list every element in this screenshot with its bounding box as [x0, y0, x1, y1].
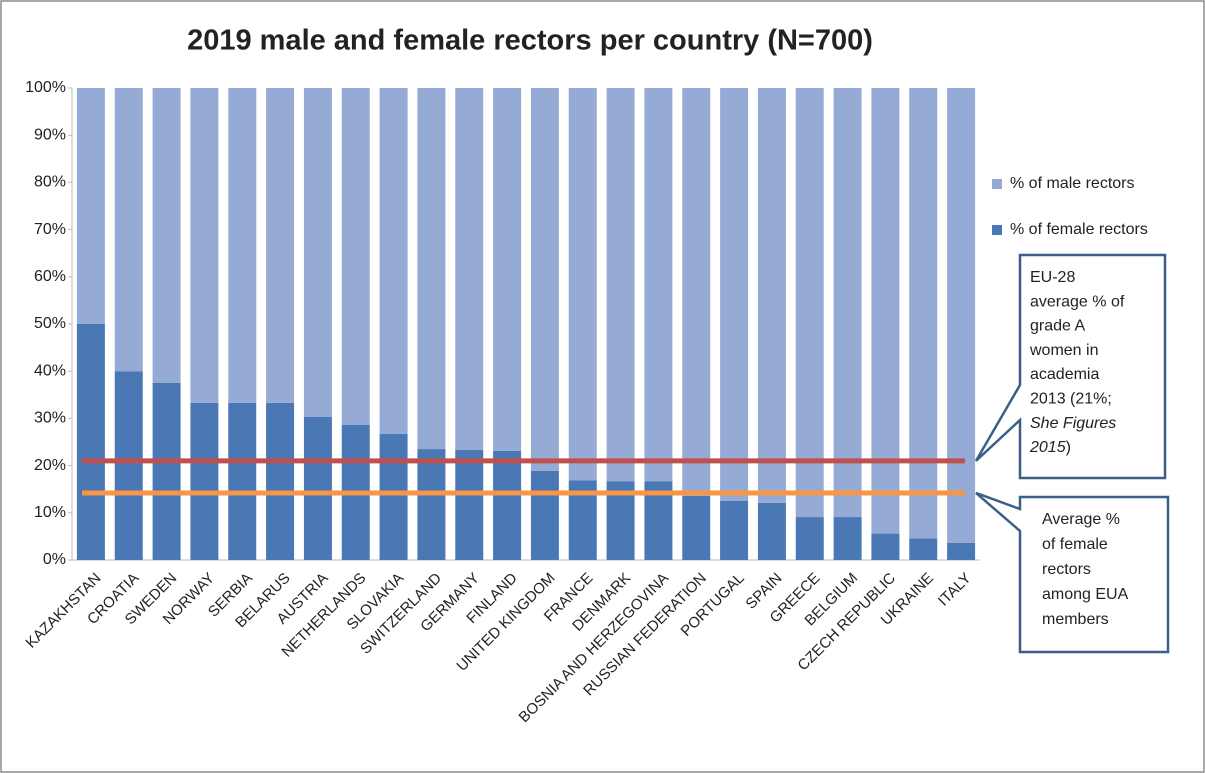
- bar-segment: [644, 88, 673, 482]
- callout-box: [975, 491, 1170, 654]
- annotation-text: women in: [1029, 342, 1098, 359]
- y-tick-label: 20%: [34, 457, 66, 474]
- bar-segment: [947, 88, 976, 544]
- bar-segment: [682, 495, 711, 560]
- bar-segment: [720, 88, 749, 501]
- bar-segment: [266, 88, 295, 403]
- bar-segment: [152, 88, 181, 383]
- annotation-text: She Figures: [1030, 415, 1116, 432]
- annotation-text: members: [1042, 611, 1109, 628]
- y-tick-label: 70%: [34, 221, 66, 238]
- bar-segment: [720, 501, 749, 560]
- bar-segment: [341, 88, 370, 426]
- annotation-segment: among EUA: [1042, 586, 1129, 603]
- bar-segment: [455, 450, 484, 560]
- callout-box: [974, 253, 1167, 480]
- annotation-segment: Average %: [1042, 511, 1120, 528]
- bar-segment: [76, 88, 105, 324]
- bar-segment: [795, 88, 824, 518]
- bar-segment: [871, 88, 900, 534]
- bar-segment: [493, 88, 522, 451]
- bar-segment: [909, 538, 938, 560]
- y-tick-label: 90%: [34, 126, 66, 143]
- bar-segment: [795, 517, 824, 560]
- bar-segment: [266, 402, 295, 560]
- bar-segment: [114, 88, 143, 372]
- y-tick-label: 100%: [25, 79, 66, 96]
- annotation-text: of female: [1042, 536, 1108, 553]
- bar-segment: [947, 543, 976, 560]
- annotation-text: among EUA: [1042, 586, 1129, 603]
- y-tick-label: 30%: [34, 410, 66, 427]
- legend-swatch: [992, 225, 1002, 235]
- annotation-text: Average %: [1042, 511, 1120, 528]
- bar-segment: [833, 517, 862, 560]
- legend-label: % of female rectors: [1010, 221, 1148, 238]
- annotation-segment: rectors: [1042, 561, 1091, 578]
- y-tick-label: 80%: [34, 174, 66, 191]
- bar-segment: [568, 88, 597, 481]
- bar-segment: [114, 371, 143, 560]
- annotation-segment: average % of: [1030, 294, 1125, 311]
- y-tick-label: 10%: [34, 504, 66, 521]
- annotation-segment: She Figures: [1030, 415, 1116, 432]
- y-tick-label: 40%: [34, 362, 66, 379]
- annotation-segment: 2013 (21%;: [1030, 391, 1112, 408]
- bar-segment: [228, 88, 257, 403]
- bar-segment: [493, 450, 522, 560]
- bar-segment: [152, 383, 181, 560]
- annotation-segment: women in: [1029, 342, 1098, 359]
- annotation-text: academia: [1030, 366, 1099, 383]
- y-tick-label: 0%: [43, 551, 66, 568]
- bar-segment: [530, 470, 559, 560]
- annotation-segment: 2015: [1029, 439, 1066, 456]
- annotation-text: 2015): [1029, 439, 1071, 456]
- bar-segment: [228, 402, 257, 560]
- bar-segment: [76, 324, 105, 560]
- bar-segment: [909, 88, 938, 539]
- annotation-segment: members: [1042, 611, 1109, 628]
- y-tick-label: 60%: [34, 268, 66, 285]
- bar-segment: [606, 88, 635, 482]
- bar-segment: [871, 533, 900, 560]
- bar-segment: [530, 88, 559, 471]
- bar-segment: [417, 449, 446, 560]
- annotation-segment: grade A: [1030, 318, 1085, 335]
- annotation-text: grade A: [1030, 318, 1085, 335]
- bar-segment: [455, 88, 484, 451]
- bar-segment: [379, 88, 408, 434]
- legend-label: % of male rectors: [1010, 175, 1134, 192]
- annotation-segment: academia: [1030, 366, 1099, 383]
- annotation-text: rectors: [1042, 561, 1091, 578]
- bar-segment: [379, 433, 408, 560]
- annotation-text: average % of: [1030, 294, 1125, 311]
- bar-segment: [757, 88, 786, 503]
- bar-segment: [757, 502, 786, 560]
- bar-segment: [190, 402, 219, 560]
- annotation-text: EU-28: [1030, 269, 1075, 286]
- bar-segment: [303, 88, 332, 417]
- annotation-segment: EU-28: [1030, 269, 1075, 286]
- chart-title: 2019 male and female rectors per country…: [187, 25, 873, 57]
- annotation-text: 2013 (21%;: [1030, 391, 1112, 408]
- annotation-segment: of female: [1042, 536, 1108, 553]
- bar-segment: [682, 88, 711, 496]
- annotation-segment: ): [1066, 439, 1071, 456]
- bar-segment: [190, 88, 219, 403]
- bar-segment: [303, 416, 332, 560]
- y-tick-label: 50%: [34, 315, 66, 332]
- legend-swatch: [992, 179, 1002, 189]
- bar-segment: [417, 88, 446, 450]
- bar-segment: [833, 88, 862, 518]
